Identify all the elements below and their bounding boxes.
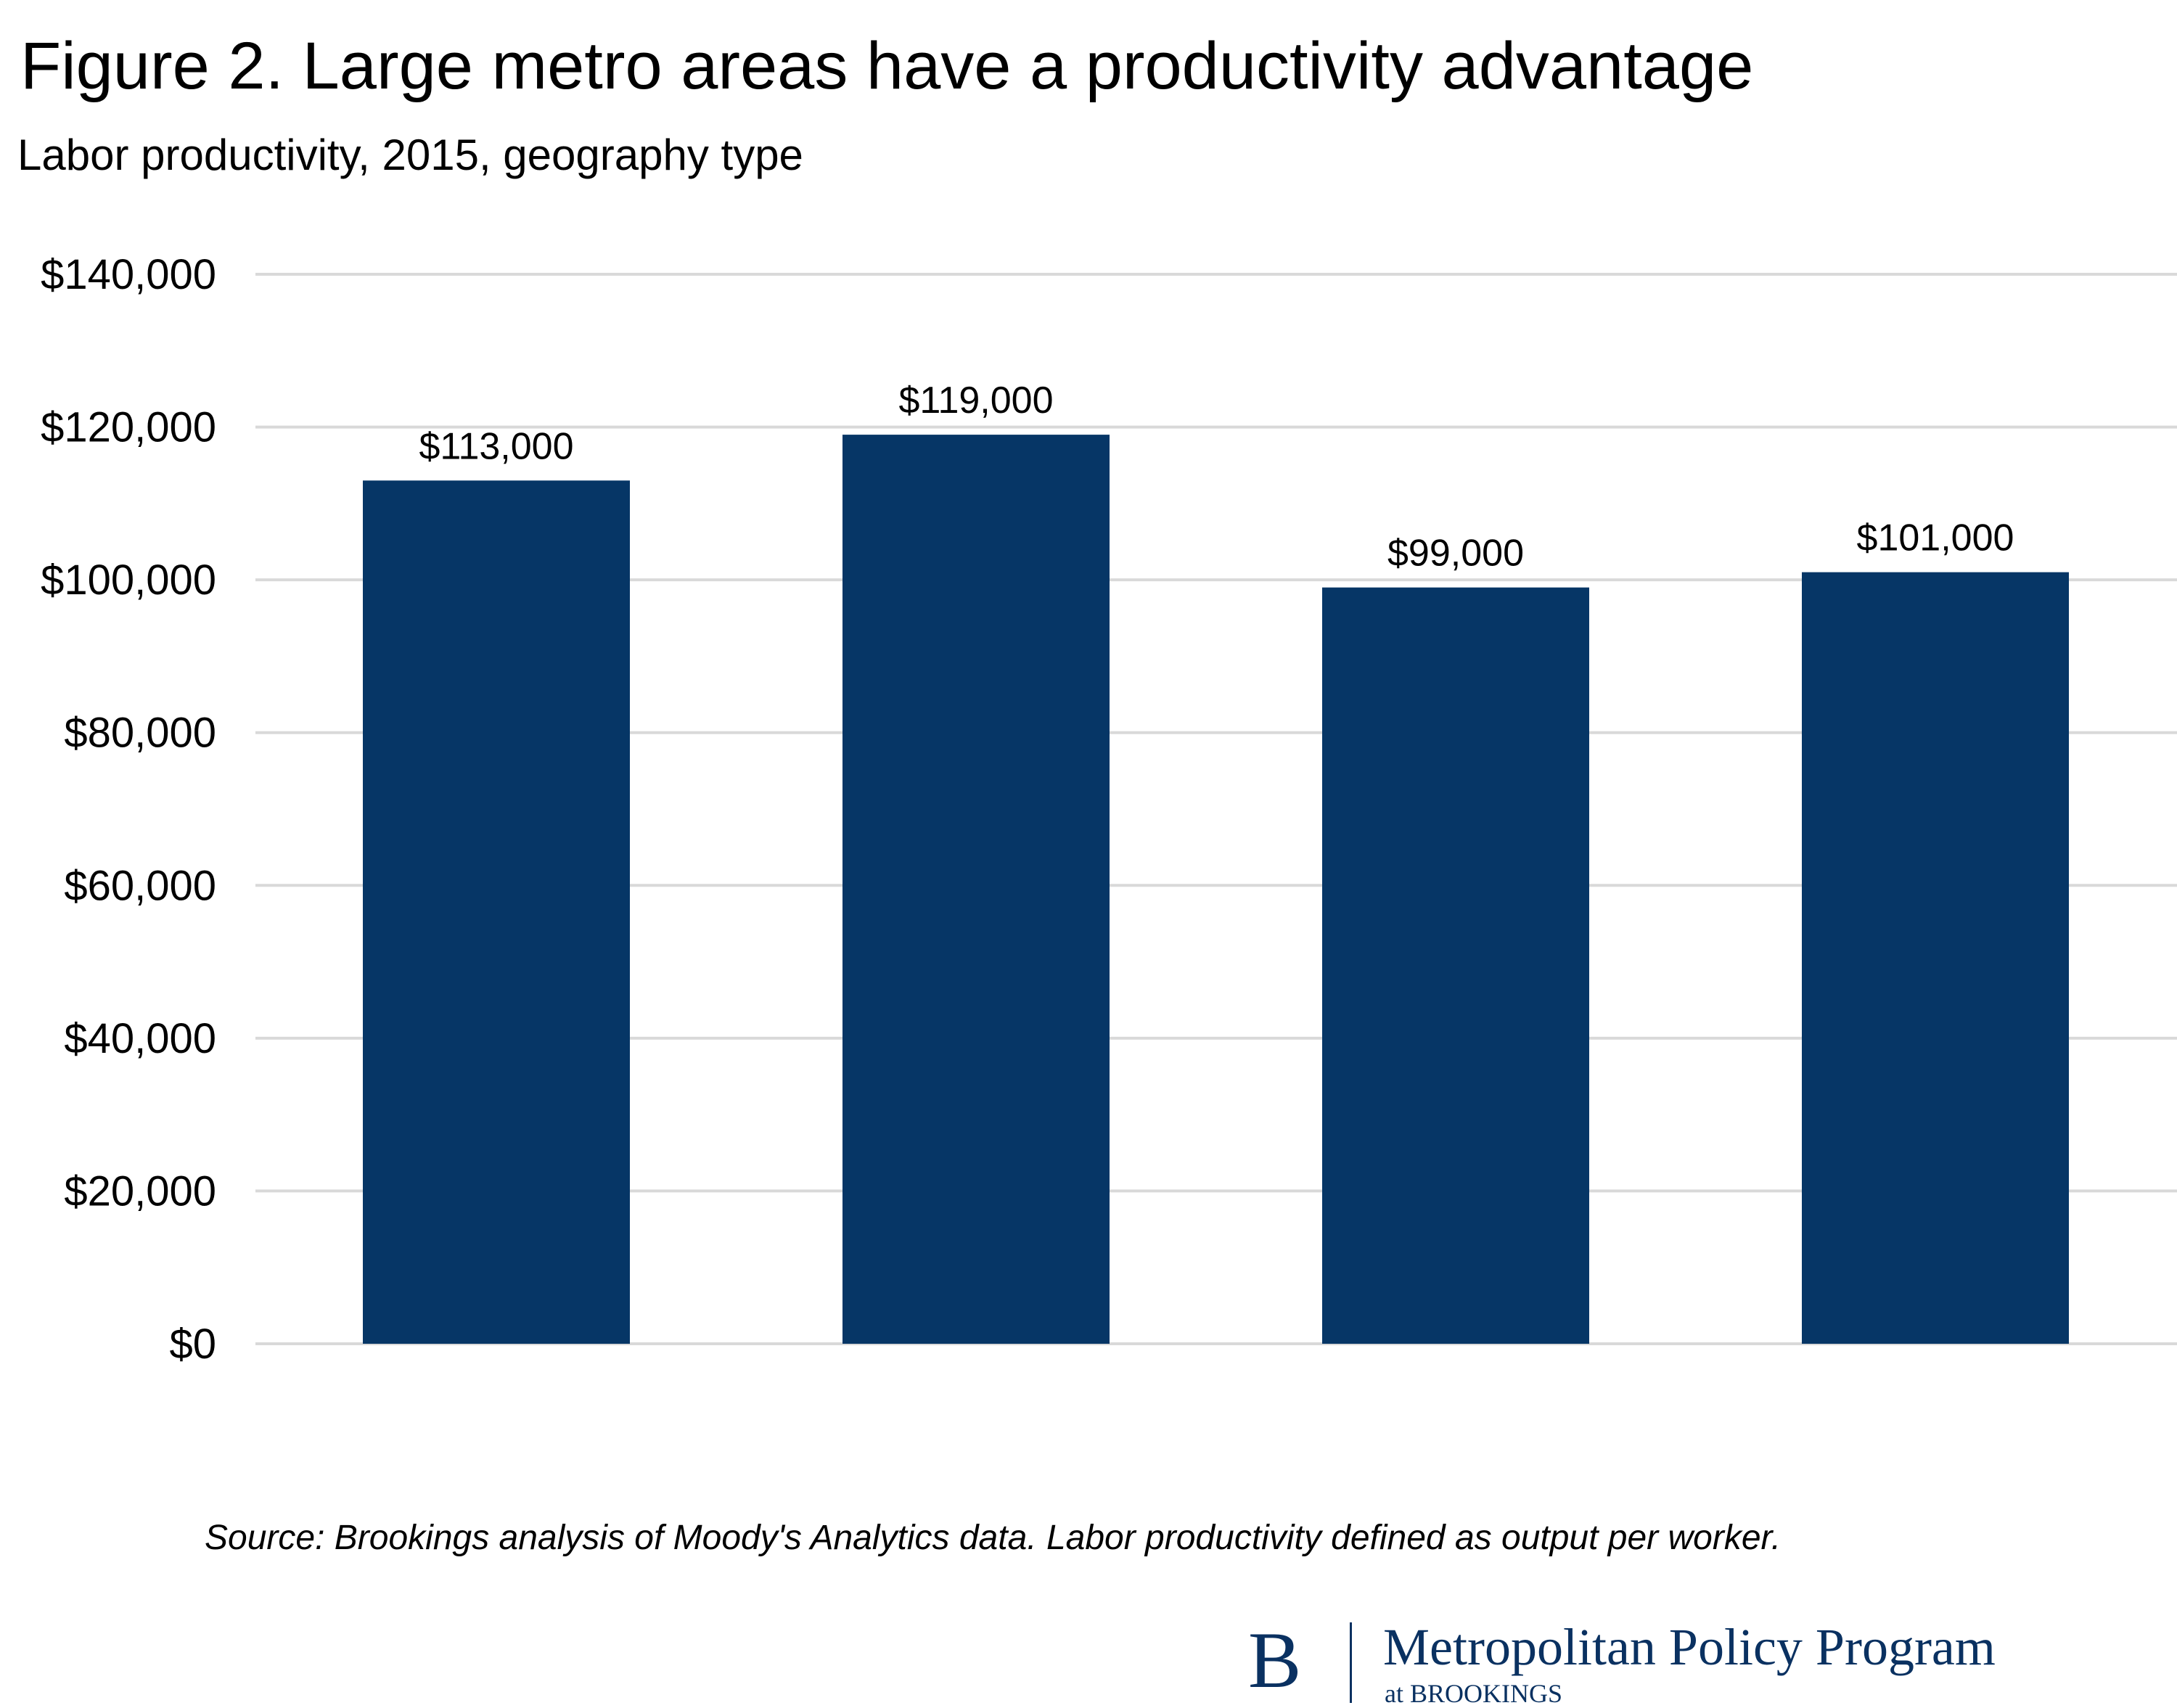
y-tick-label: $120,000 <box>41 404 216 451</box>
bar <box>1802 572 2069 1344</box>
y-tick-label: $80,000 <box>64 710 216 757</box>
data-label: $119,000 <box>898 379 1053 422</box>
program-name: Metropolitan Policy Program <box>1383 1618 1996 1676</box>
y-tick-label: $20,000 <box>64 1167 216 1215</box>
y-tick-label: $0 <box>169 1321 216 1368</box>
y-tick-label: $60,000 <box>64 862 216 909</box>
y-tick-label: $140,000 <box>41 251 216 298</box>
data-label: $101,000 <box>1857 517 2014 559</box>
y-axis-ticks: $0 $20,000 $40,000 $60,000 $80,000 $100,000 $1… <box>41 251 216 1368</box>
bar <box>363 480 630 1344</box>
bar <box>842 435 1110 1344</box>
chart-title: Figure 2. Large metro areas have a produ… <box>20 29 1754 103</box>
chart-subtitle: Labor productivity, 2015, geography type <box>17 131 803 179</box>
bars <box>363 435 2069 1344</box>
bar-chart: $0 $20,000 $40,000 $60,000 $80,000 $100,000 $1… <box>41 251 2177 1368</box>
organization-name: at BROOKINGS <box>1385 1679 1563 1708</box>
y-tick-label: $40,000 <box>64 1015 216 1062</box>
brookings-logo: B Metropolitan Policy Program at BROOKIN… <box>1248 1616 2119 1708</box>
data-label: $99,000 <box>1387 533 1524 575</box>
data-labels: $113,000 $119,000 $99,000 $101,000 <box>419 379 2014 575</box>
y-tick-label: $100,000 <box>41 557 216 604</box>
source-note: Source: Brookings analysis of Moody's An… <box>205 1519 1782 1557</box>
data-label: $113,000 <box>419 425 573 467</box>
brookings-logo-mark: B <box>1248 1616 1302 1704</box>
logo-divider <box>1350 1622 1352 1703</box>
bar <box>1322 587 1589 1344</box>
